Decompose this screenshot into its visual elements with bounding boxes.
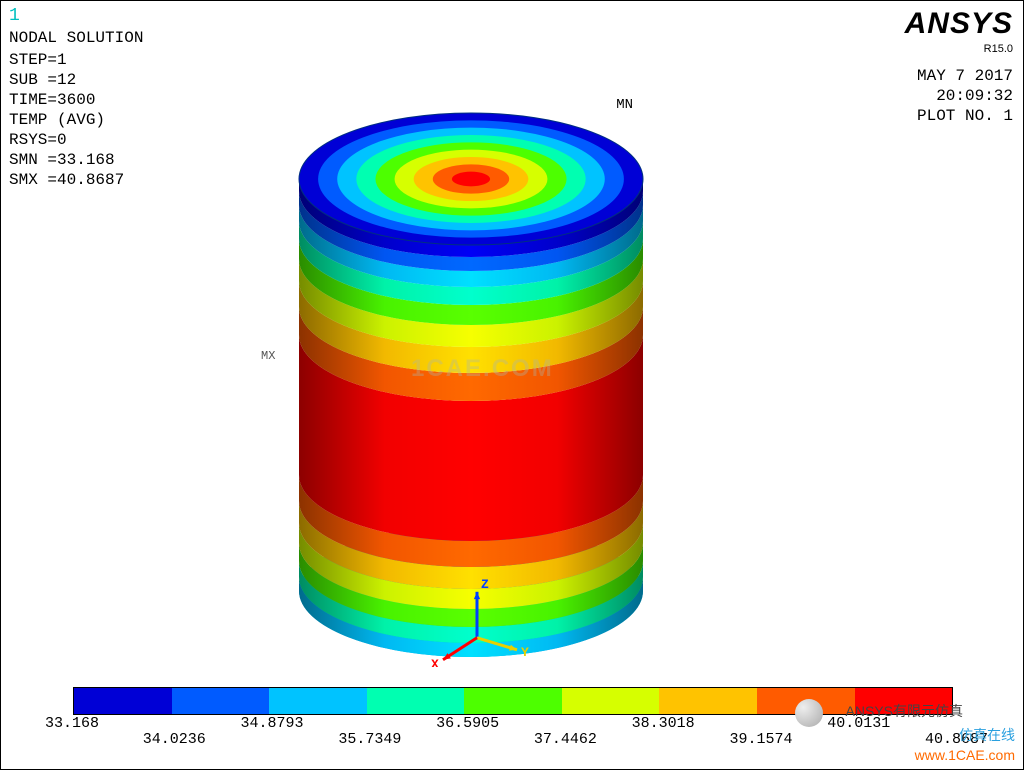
svg-text:X: X — [431, 657, 439, 667]
legend-tick: 34.8793 — [241, 715, 304, 732]
brand-block: ANSYS R15.0 MAY 7 2017 20:09:32 PLOT NO.… — [905, 5, 1013, 126]
watermark-line2: 仿真在线 — [959, 725, 1015, 745]
svg-text:Z: Z — [481, 577, 489, 592]
param-smn: SMN =33.168 — [9, 150, 143, 170]
legend-tick: 39.1574 — [729, 731, 792, 748]
plot-number: PLOT NO. 1 — [905, 106, 1013, 126]
brand-name: ANSYS — [905, 5, 1013, 43]
watermark-wechat: ANSYS有限元仿真 — [846, 701, 963, 721]
solution-params: STEP=1 SUB =12 TIME=3600 TEMP (AVG) RSYS… — [9, 50, 143, 190]
contour-plot: Z Y X MN MX 1CAE.COM — [261, 91, 681, 667]
min-marker: MN — [616, 97, 633, 113]
watermark-center: 1CAE.COM — [411, 355, 554, 383]
legend-segment — [172, 688, 270, 714]
svg-text:Y: Y — [521, 645, 529, 660]
legend-tick: 33.168 — [45, 715, 99, 732]
param-step: STEP=1 — [9, 50, 143, 70]
plot-date: MAY 7 2017 — [905, 66, 1013, 86]
param-rsys: RSYS=0 — [9, 130, 143, 150]
legend-segment — [464, 688, 562, 714]
param-time: TIME=3600 — [9, 90, 143, 110]
wechat-icon — [795, 699, 823, 727]
legend-segment — [367, 688, 465, 714]
max-marker: MX — [261, 349, 275, 363]
watermark-url: www.1CAE.com — [915, 747, 1015, 763]
legend-tick: 37.4462 — [534, 731, 597, 748]
param-sub: SUB =12 — [9, 70, 143, 90]
solution-header: 1 NODAL SOLUTION STEP=1 SUB =12 TIME=360… — [9, 5, 143, 190]
legend-tick: 35.7349 — [338, 731, 401, 748]
window-index: 1 — [9, 5, 143, 28]
legend-segment — [562, 688, 660, 714]
legend-tick: 34.0236 — [143, 731, 206, 748]
plot-window: 1 NODAL SOLUTION STEP=1 SUB =12 TIME=360… — [0, 0, 1024, 770]
legend-segment — [74, 688, 172, 714]
brand-version: R15.0 — [905, 43, 1013, 57]
legend-tick: 38.3018 — [632, 715, 695, 732]
legend-segment — [659, 688, 757, 714]
param-var: TEMP (AVG) — [9, 110, 143, 130]
legend-tick: 36.5905 — [436, 715, 499, 732]
param-smx: SMX =40.8687 — [9, 170, 143, 190]
legend-segment — [269, 688, 367, 714]
solution-title: NODAL SOLUTION — [9, 28, 143, 48]
plot-time: 20:09:32 — [905, 86, 1013, 106]
